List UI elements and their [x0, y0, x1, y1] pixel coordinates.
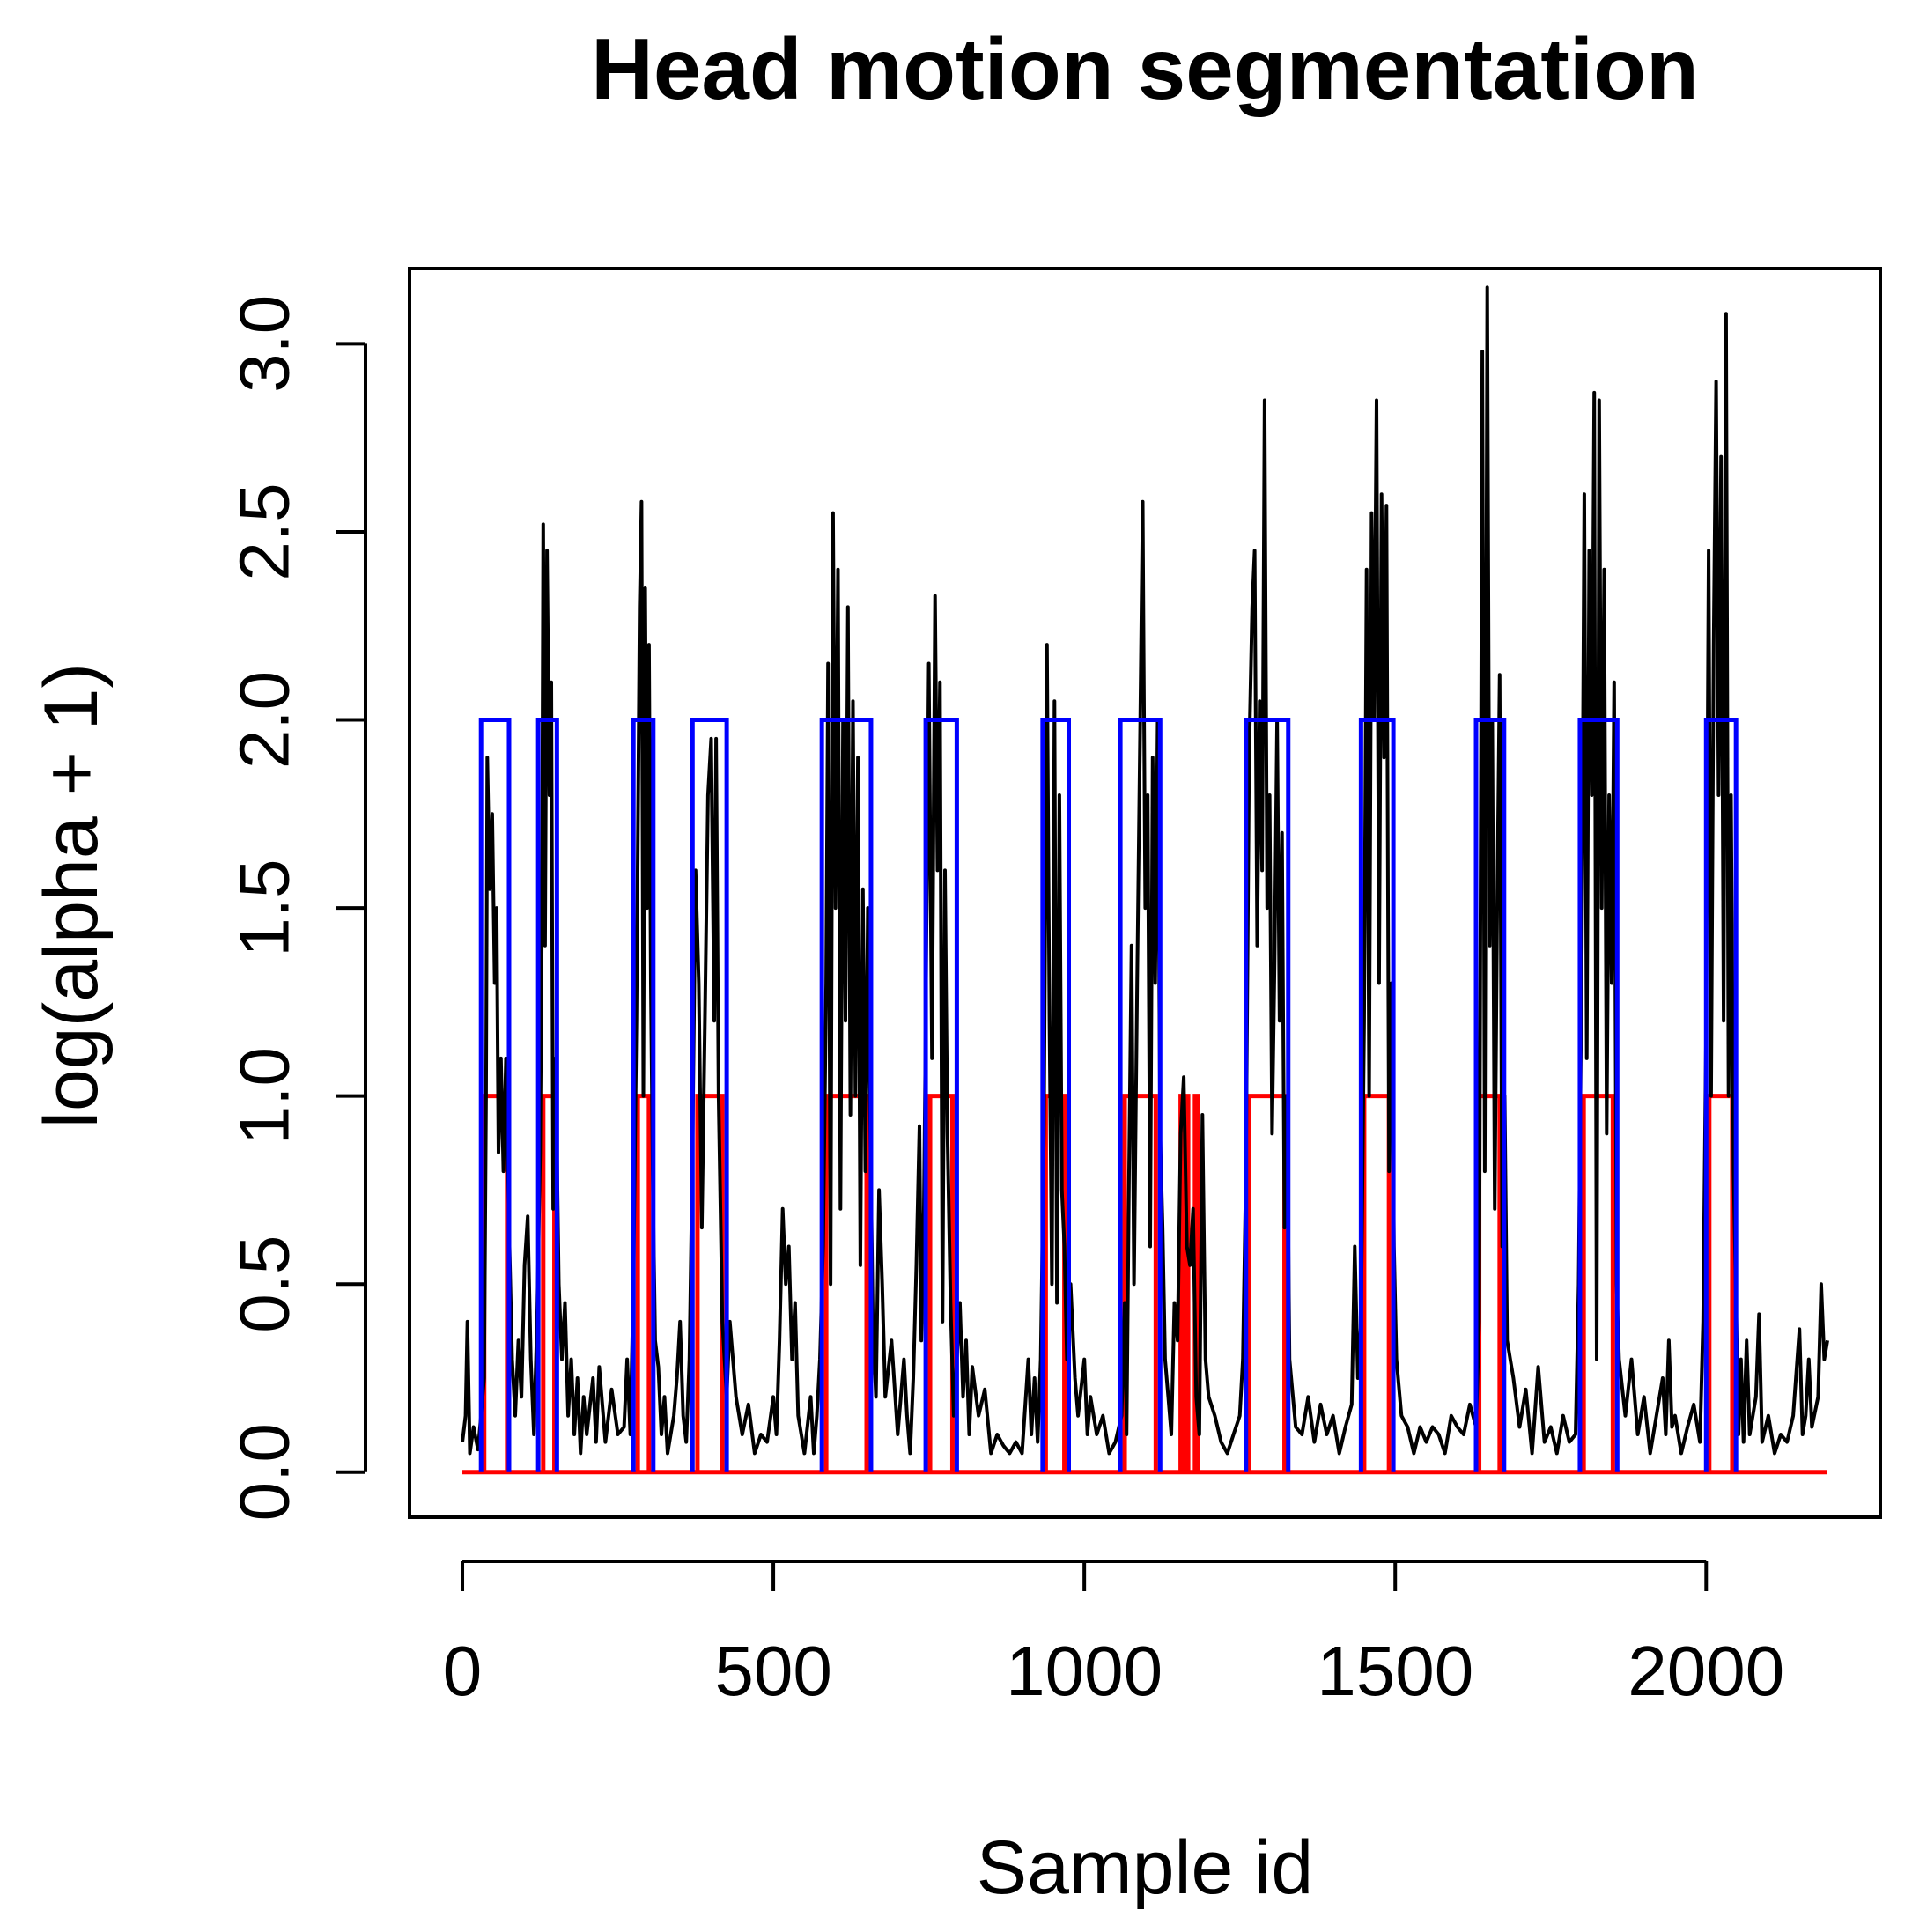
y-axis: 0.0 0.5 1.0 1.5 2.0 2.5 3.0 — [225, 295, 367, 1521]
y-tick-label: 3.0 — [225, 295, 304, 393]
x-tick-label: 500 — [714, 1632, 831, 1710]
ground-truth-segment — [690, 718, 729, 1472]
predicted-segment — [635, 1094, 652, 1472]
ground-truth-segment — [631, 718, 656, 1472]
x-tick-label: 0 — [443, 1632, 483, 1710]
ground-truth-segment — [1358, 718, 1396, 1472]
y-tick-label: 1.0 — [225, 1047, 304, 1145]
y-tick-label: 0.5 — [225, 1235, 304, 1333]
x-axis-label: Sample id — [977, 1825, 1313, 1910]
ground-truth-segment — [819, 718, 874, 1472]
x-tick-label: 2000 — [1628, 1632, 1784, 1710]
ground-truth-segment — [1118, 718, 1163, 1472]
ground-truth-segment — [1473, 718, 1507, 1472]
ground-truth-segment — [1703, 718, 1739, 1472]
ground-truth-segment — [1040, 718, 1071, 1472]
predicted-segment — [1183, 1094, 1191, 1472]
predicted-segment — [1246, 1094, 1288, 1472]
predicted-segment — [823, 1094, 869, 1472]
predicted-segment — [541, 1094, 557, 1472]
ground-truth-segment — [535, 718, 559, 1472]
x-axis: 0 500 1000 1500 2000 — [443, 1560, 1784, 1710]
y-tick-label: 0.0 — [225, 1423, 304, 1521]
y-tick-label: 1.5 — [225, 859, 304, 956]
x-tick-label: 1500 — [1317, 1632, 1473, 1710]
signal-line — [461, 285, 1829, 1456]
y-axis-label: log(alpha + 1) — [29, 663, 114, 1128]
predicted-segment — [1122, 1094, 1158, 1472]
ground-truth-segment — [1577, 718, 1620, 1472]
y-tick-label: 2.5 — [225, 483, 304, 580]
plot-area — [461, 285, 1829, 1475]
predicted-segment — [1707, 1094, 1735, 1472]
y-tick-label: 2.0 — [225, 671, 304, 769]
x-tick-label: 1000 — [1006, 1632, 1163, 1710]
chart-title: Head motion segmentation — [591, 20, 1699, 117]
plot-frame — [408, 267, 1882, 1519]
predicted-segment — [1362, 1094, 1392, 1472]
ground-truth-segment — [478, 718, 512, 1472]
ground-truth-segment — [923, 718, 959, 1472]
ground-truth-segment — [1244, 718, 1291, 1472]
